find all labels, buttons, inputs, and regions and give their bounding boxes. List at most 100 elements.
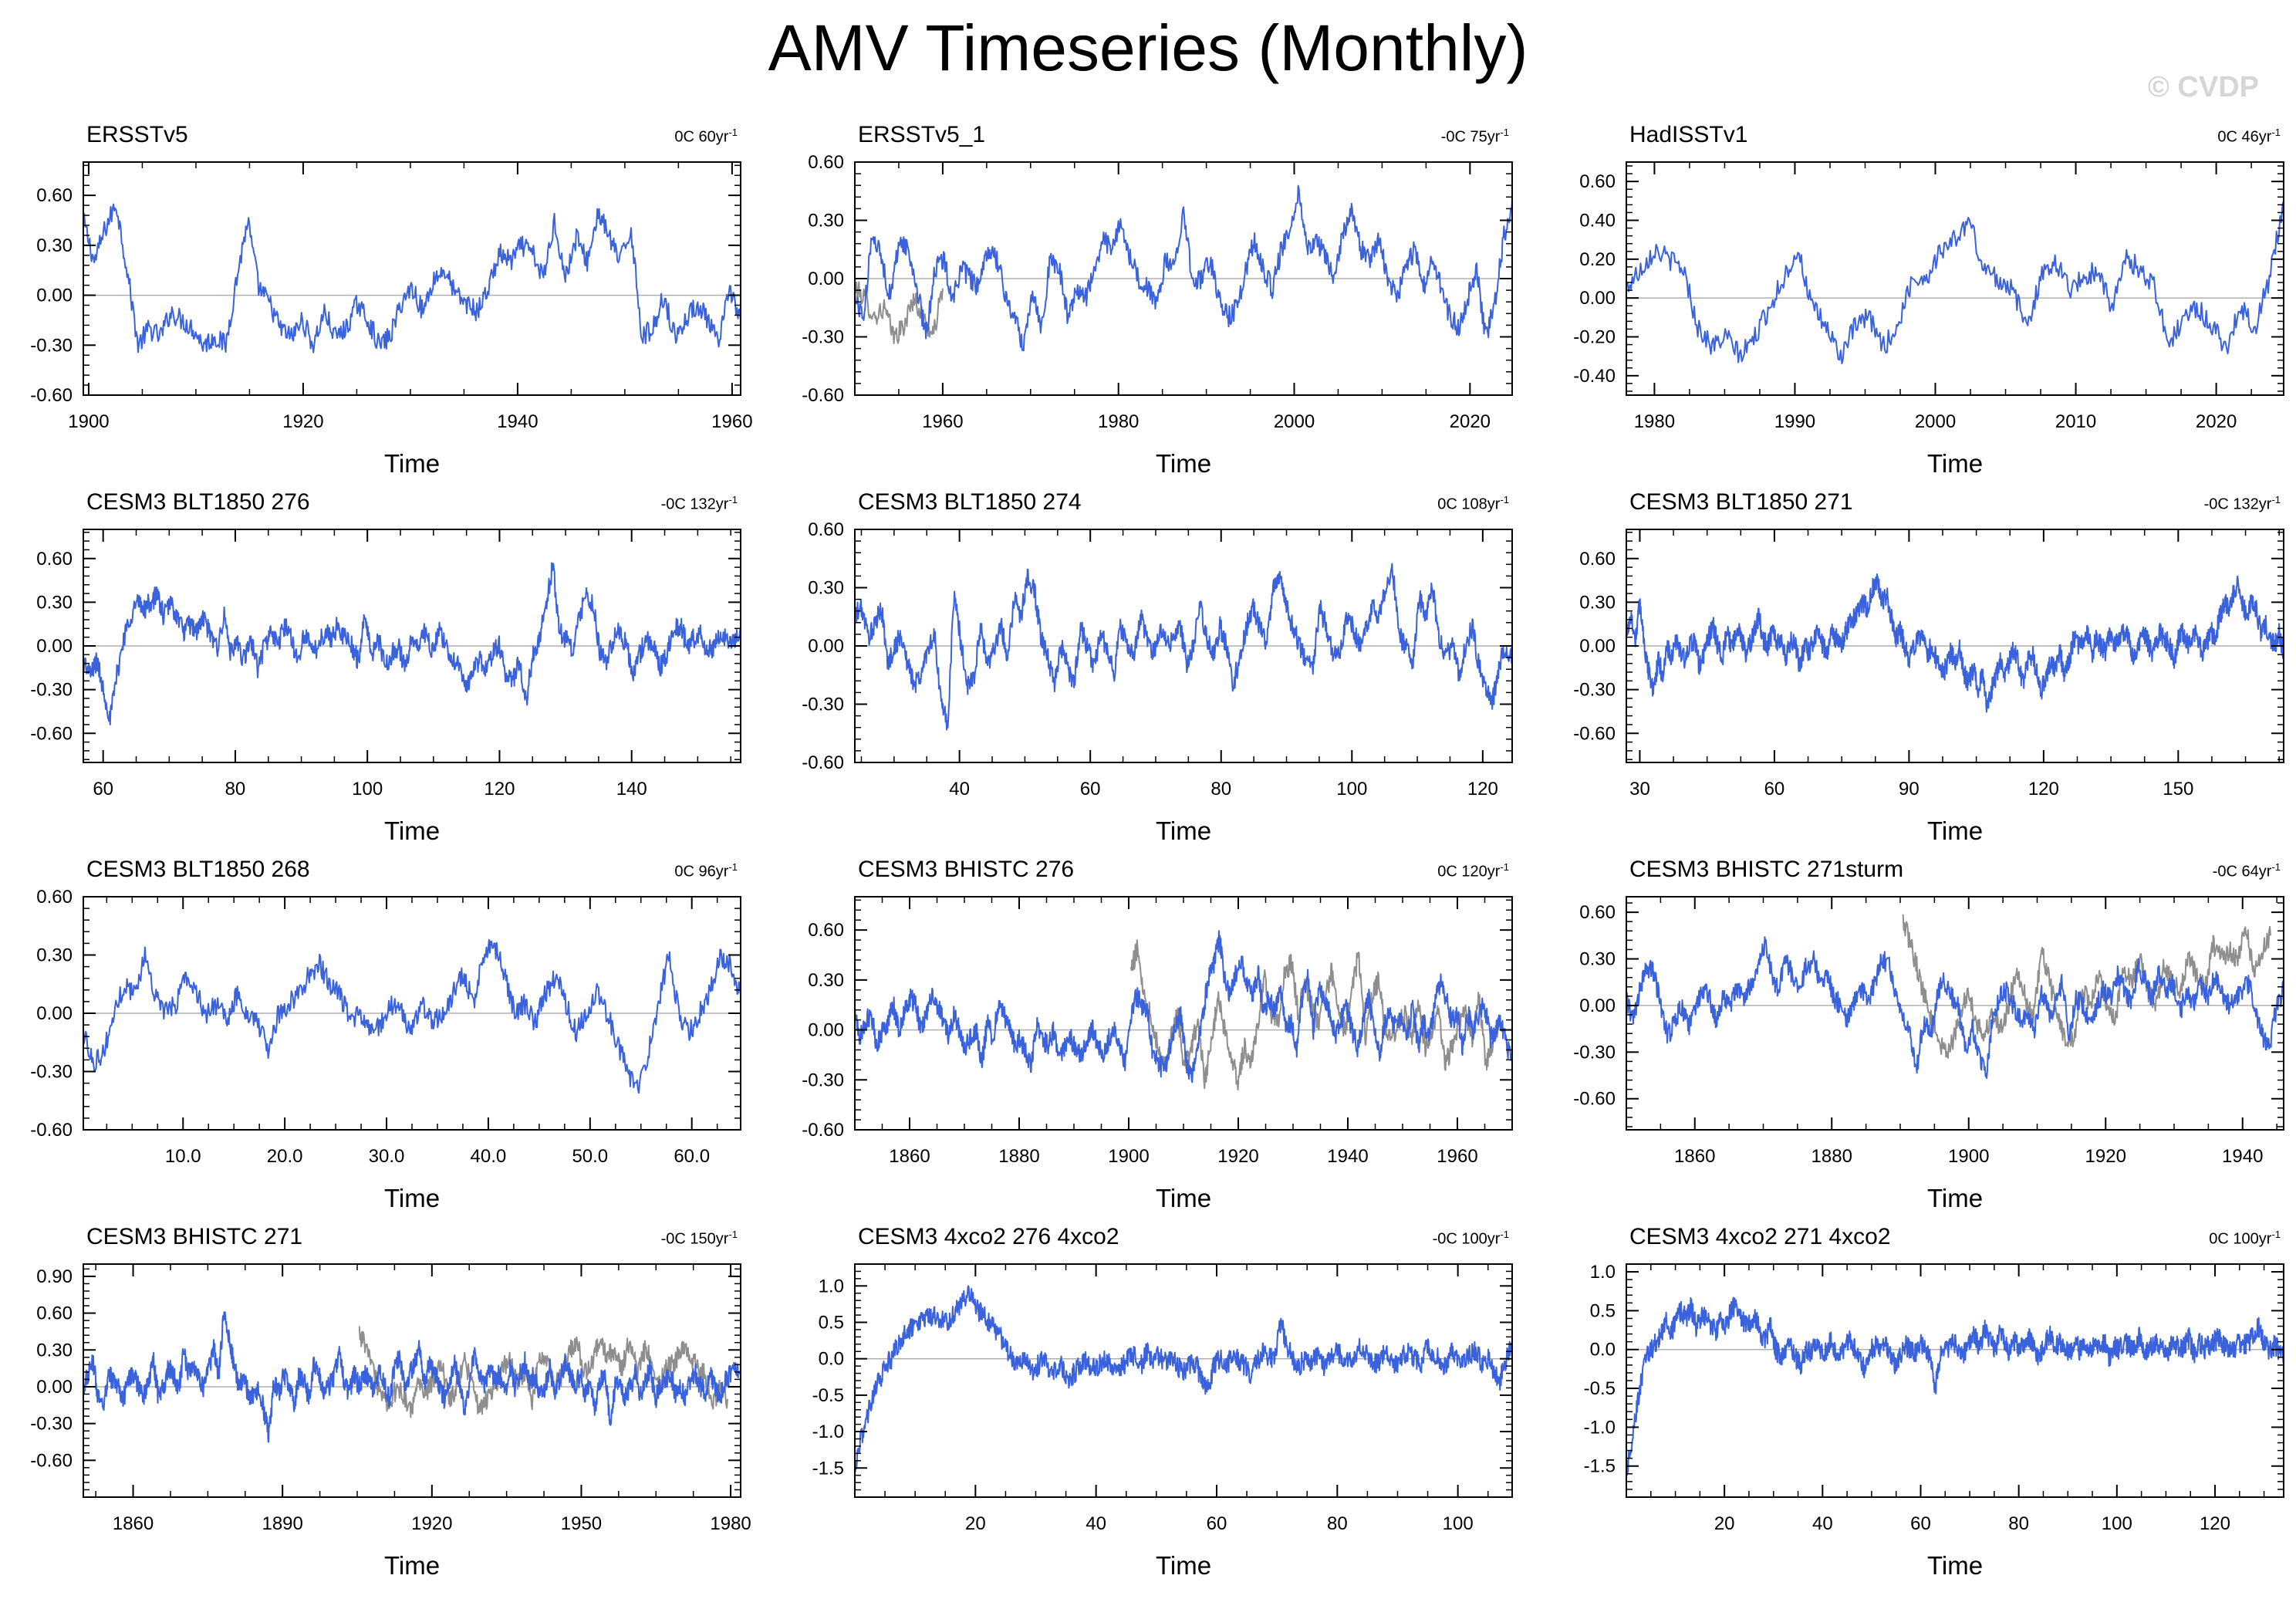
series-line xyxy=(1626,201,2284,364)
y-tick-label: 0.30 xyxy=(808,970,844,991)
chart-panel: CESM3 4xco2 271 4xco2 0C 100yr-1 Time -1.5-… xyxy=(1549,1221,2296,1599)
x-tick-label: 1880 xyxy=(1811,1146,1852,1167)
x-tick-label: 60 xyxy=(1207,1513,1227,1534)
plot-frame xyxy=(83,1263,741,1498)
chart-title: CESM3 BLT1850 268 xyxy=(86,857,310,882)
y-tick-label: 1.0 xyxy=(819,1276,844,1296)
x-tick-label: 40.0 xyxy=(471,1146,507,1167)
y-tick-label: -0.30 xyxy=(30,1414,73,1435)
trend-label: -0C 100yr-1 xyxy=(1433,1229,1509,1249)
y-tick-label: -0.5 xyxy=(812,1385,844,1406)
x-axis-label: Time xyxy=(1155,449,1212,478)
x-tick-label: 120 xyxy=(2200,1513,2230,1534)
y-tick-label: -0.30 xyxy=(802,1070,844,1090)
y-tick-label: 0.00 xyxy=(808,269,844,289)
series-line xyxy=(854,563,1513,731)
trend-unit: -1 xyxy=(728,1229,738,1240)
x-axis-label: Time xyxy=(1155,1184,1212,1212)
y-tick-label: 0.0 xyxy=(1590,1340,1616,1361)
chart-svg: -0.60 -0.30 0.00 0.30 0.60 60 80 100 120 140 xyxy=(30,529,741,800)
y-tick-label: -0.30 xyxy=(802,695,844,715)
x-tick-label: 80 xyxy=(2008,1513,2029,1534)
trend-label: 0C 120yr-1 xyxy=(1437,861,1509,881)
y-tick-label: 0.30 xyxy=(36,235,73,256)
x-tick-label: 1980 xyxy=(710,1513,751,1534)
trend-value: -0C 75yr xyxy=(1440,128,1501,146)
x-tick-label: 60 xyxy=(93,779,113,800)
chart-panel: CESM3 4xco2 276 4xco2 -0C 100yr-1 Time -1.5… xyxy=(778,1221,1549,1599)
y-tick-label: 0.60 xyxy=(808,920,844,941)
y-tick-label: 0.60 xyxy=(36,887,73,908)
chart-panel: CESM3 BHISTC 271sturm -0C 64yr-1 Time -0.60… xyxy=(1549,854,2296,1232)
chart-svg: -0.60 -0.30 0.00 0.30 0.60 10.0 20.0 30.0 40.0 50… xyxy=(30,887,741,1167)
y-tick-label: 0.5 xyxy=(819,1313,844,1334)
trend-label: 0C 100yr-1 xyxy=(2209,1229,2281,1249)
y-tick-label: 0.30 xyxy=(1579,949,1616,970)
trend-value: 0C 108yr xyxy=(1437,495,1501,513)
trend-value: -0C 150yr xyxy=(660,1230,729,1248)
x-tick-label: 20.0 xyxy=(267,1146,303,1167)
x-tick-label: 1960 xyxy=(711,411,752,432)
x-axis-label: Time xyxy=(383,1184,441,1212)
y-tick-label: 0.20 xyxy=(1579,249,1616,270)
chart-title: CESM3 BLT1850 271 xyxy=(1629,489,1853,515)
y-tick-label: -0.30 xyxy=(30,1062,73,1083)
x-tick-label: 1860 xyxy=(113,1513,154,1534)
x-tick-label: 90 xyxy=(1899,779,1920,800)
trend-value: 0C 46yr xyxy=(2217,128,2272,146)
y-tick-label: 0.00 xyxy=(1579,996,1616,1016)
plot-frame xyxy=(1626,161,2284,396)
trend-label: -0C 132yr-1 xyxy=(661,494,738,514)
y-tick-label: -0.30 xyxy=(30,335,73,356)
x-tick-label: 1950 xyxy=(561,1513,602,1534)
x-tick-label: 100 xyxy=(352,779,383,800)
y-tick-label: -0.60 xyxy=(30,1450,73,1471)
chart-svg: -0.60 -0.30 0.00 0.30 0.60 1860 1880 1900 1920 19… xyxy=(1573,896,2284,1167)
y-tick-label: -0.60 xyxy=(30,723,73,744)
x-tick-label: 100 xyxy=(1443,1513,1474,1534)
series-line xyxy=(854,184,1513,352)
y-tick-label: 0.90 xyxy=(36,1266,73,1287)
x-tick-label: 1900 xyxy=(68,411,109,432)
trend-unit: -1 xyxy=(2271,1229,2281,1240)
x-tick-label: 30.0 xyxy=(369,1146,405,1167)
series-line-secondary xyxy=(358,1326,728,1418)
y-tick-label: -0.60 xyxy=(802,385,844,406)
chart-svg: -0.60 -0.30 0.00 0.30 0.60 40 60 80 100 120 xyxy=(802,519,1513,800)
x-tick-label: 1920 xyxy=(411,1513,452,1534)
chart-title: CESM3 4xco2 271 4xco2 xyxy=(1629,1224,1891,1249)
x-tick-label: 40 xyxy=(949,779,970,800)
y-tick-label: 0.00 xyxy=(36,286,73,306)
y-tick-label: -1.5 xyxy=(1584,1456,1616,1477)
trend-value: 0C 120yr xyxy=(1437,863,1501,881)
y-tick-label: 0.30 xyxy=(36,945,73,966)
plot-frame xyxy=(1626,1263,2284,1498)
y-tick-label: 0.00 xyxy=(808,636,844,657)
series-line xyxy=(83,203,741,353)
x-tick-label: 60 xyxy=(1910,1513,1931,1534)
chart-svg: -1.5 -1.0 -0.5 0.0 0.5 1.0 20 40 60 80 100 120 xyxy=(1584,1262,2284,1534)
y-tick-label: 0.60 xyxy=(1579,902,1616,923)
plot-frame xyxy=(83,161,741,396)
x-tick-label: 2000 xyxy=(1915,411,1956,432)
x-tick-label: 1920 xyxy=(282,411,323,432)
trend-value: 0C 60yr xyxy=(674,128,729,146)
trend-unit: -1 xyxy=(2271,861,2281,873)
y-tick-label: 0.60 xyxy=(36,549,73,570)
x-tick-label: 1990 xyxy=(1774,411,1815,432)
y-tick-label: -0.30 xyxy=(1573,1042,1616,1063)
y-tick-label: -0.60 xyxy=(802,752,844,773)
chart-svg: -0.40 -0.20 0.00 0.20 0.40 0.60 1980 1990 2000 20… xyxy=(1573,161,2284,432)
series-line-secondary xyxy=(1902,914,2271,1059)
trend-unit: -1 xyxy=(1500,127,1509,138)
y-tick-label: -0.30 xyxy=(1573,680,1616,701)
x-tick-label: 1960 xyxy=(922,411,963,432)
trend-value: 0C 100yr xyxy=(2209,1230,2272,1248)
x-tick-label: 30 xyxy=(1629,779,1650,800)
chart-title: ERSSTv5_1 xyxy=(858,122,986,147)
y-tick-label: -1.0 xyxy=(1584,1417,1616,1438)
x-tick-label: 10.0 xyxy=(165,1146,201,1167)
y-tick-label: 0.00 xyxy=(1579,288,1616,309)
series-line-secondary xyxy=(854,281,944,345)
x-tick-label: 1980 xyxy=(1098,411,1139,432)
